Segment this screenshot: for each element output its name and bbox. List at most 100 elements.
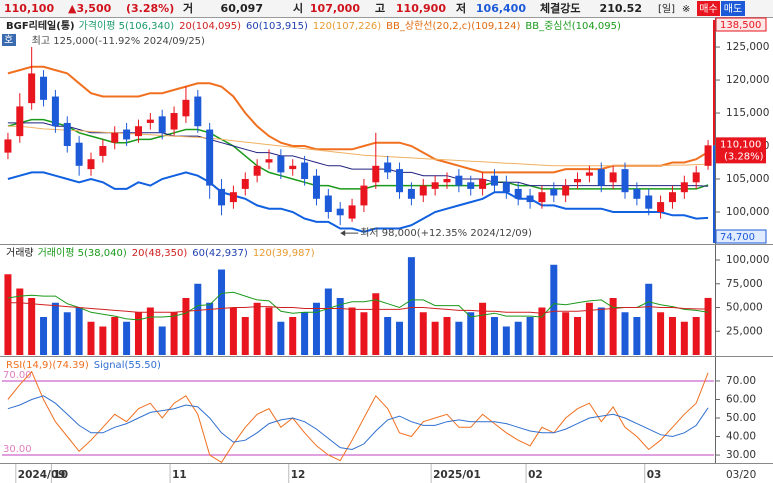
volume-bar (206, 302, 214, 355)
candle-body (360, 185, 368, 206)
y-tick-label: 40.00 (726, 431, 756, 443)
y-tick-label: 50,000 (726, 302, 763, 314)
candle-body (348, 205, 356, 219)
chart-title: BGF리테일(통) (6, 19, 75, 32)
volume-bar (265, 307, 273, 355)
volume-bar (419, 312, 427, 355)
volume-bar (158, 326, 166, 355)
y-tick-label: 60.00 (726, 393, 756, 405)
last-date: 03/20 (726, 469, 756, 481)
volume-bar (253, 302, 261, 355)
volume-bar (277, 321, 285, 355)
volume-bar (312, 302, 320, 355)
sell-button[interactable] (721, 1, 745, 16)
x-tick-label: 10 (53, 469, 68, 481)
candle-body (301, 162, 309, 180)
low-annotation: 최저 98,000(+12.35% 2024/12/09) (360, 227, 532, 239)
volume-bar (99, 326, 107, 355)
candle-body (229, 192, 237, 203)
y-tick-label: 50.00 (726, 412, 756, 424)
candle-body (146, 119, 154, 123)
period[interactable]: [일] (658, 3, 675, 15)
candle-body (609, 172, 617, 183)
legend-item: 20(48,350) (132, 248, 188, 259)
sell-label[interactable]: 매도 (724, 3, 742, 15)
open-label: 시 (293, 2, 303, 15)
candle-body (194, 96, 202, 127)
high-annotation: 최고 125,000(-11.92% 2024/09/25) (32, 35, 205, 47)
volume-bar (585, 302, 593, 355)
candle-body (645, 195, 653, 209)
volume-bar (633, 317, 641, 355)
volume-bar (396, 321, 404, 355)
candle-body (336, 208, 344, 216)
volume-bar (336, 298, 344, 355)
y-tick-label: 100,000 (726, 254, 769, 266)
candle-body (657, 202, 665, 212)
volume-bar (289, 317, 297, 355)
low-arrow-head (340, 230, 346, 237)
buy-label[interactable]: 매수 (699, 3, 717, 15)
last-price: 110,100 (720, 139, 761, 150)
icon[interactable]: ※ (682, 4, 690, 15)
candle-body (265, 159, 273, 163)
y-tick-label: 75,000 (726, 278, 763, 290)
candle-body (396, 169, 404, 193)
buy-button[interactable] (697, 1, 720, 16)
volume-bar (123, 321, 131, 355)
candle-body (467, 182, 475, 189)
volume-bar (40, 317, 48, 355)
candle-body (134, 126, 142, 137)
candle-body (75, 142, 83, 166)
last-rate: (3.28%) (724, 151, 764, 162)
candle-body (182, 99, 190, 117)
candle-body (123, 129, 131, 140)
volume-bar (443, 317, 451, 355)
volume-bar (479, 302, 487, 355)
volume-bar (111, 317, 119, 355)
candle-body (562, 185, 570, 196)
volume-bar (170, 312, 178, 355)
level-label: 70.00 (3, 370, 32, 381)
candle-body (419, 185, 427, 196)
low-label: 저 (456, 1, 466, 15)
volume-bar (562, 312, 570, 355)
volume-label: 거 (183, 1, 193, 15)
low: 106,400 (476, 2, 526, 15)
open: 107,000 (310, 2, 360, 15)
volume-bar (301, 312, 309, 355)
y-tick-label: 125,000 (726, 41, 769, 53)
indicator-line (7, 395, 709, 451)
candle-body (16, 106, 24, 137)
candle-body (443, 179, 451, 183)
volume-bar (28, 298, 36, 355)
legend-item: 거래이평 5(38,040) (38, 247, 127, 259)
panel-title: 거래량 (6, 247, 34, 259)
candle-body (170, 113, 178, 130)
volume-bar (538, 307, 546, 355)
volume-bar (526, 317, 534, 355)
candle-body (111, 132, 119, 143)
strength: 210.52 (600, 2, 642, 15)
price: 110,100 (4, 2, 54, 15)
volume-bar (597, 307, 605, 355)
volume-bar (704, 297, 712, 355)
volume-bar (502, 326, 510, 355)
candle-body (692, 172, 700, 183)
volume-bar (455, 321, 463, 355)
volume-bar (467, 312, 475, 355)
volume-bar (63, 312, 71, 355)
candle-body (490, 175, 498, 186)
volume-bar (645, 283, 653, 355)
overlay-line (7, 171, 709, 233)
candle-body (372, 165, 380, 183)
candle-body (550, 188, 558, 196)
volume-bar (360, 312, 368, 355)
volume-bar (490, 317, 498, 355)
candle-body (253, 165, 261, 176)
candle-body (479, 179, 487, 189)
candle-body (277, 155, 285, 173)
volume-ma-line (7, 302, 709, 314)
level-label: 30.00 (3, 444, 32, 455)
